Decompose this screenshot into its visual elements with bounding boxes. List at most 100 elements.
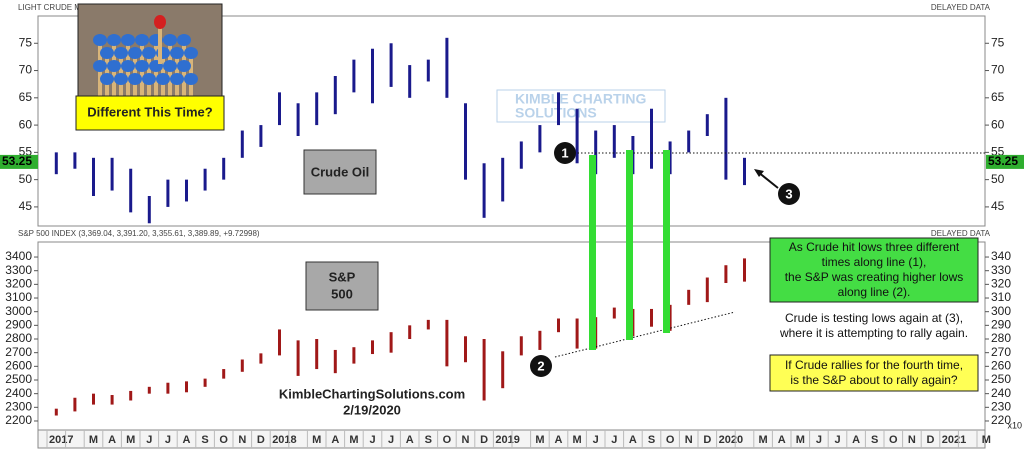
price-bar <box>389 43 393 87</box>
price-bar <box>166 179 170 207</box>
x-tick-label: A <box>406 434 414 446</box>
price-bar <box>426 319 430 330</box>
x-tick-label: D <box>927 434 935 446</box>
match-stick <box>158 24 162 64</box>
y2-tick-label: 220 <box>991 413 1011 427</box>
watermark: KIMBLE CHARTING SOLUTIONS <box>496 89 666 123</box>
price-bar <box>240 130 244 158</box>
price-bar <box>333 76 337 115</box>
price-bar <box>54 408 58 416</box>
x-tick-label: D <box>480 434 488 446</box>
note-white-line: Crude is testing lows again at (3), <box>785 311 963 325</box>
y2-tick-label: 310 <box>991 290 1011 304</box>
arrow-head <box>754 169 764 177</box>
price-bar <box>185 179 188 202</box>
last-value-label: 53.25 <box>2 154 32 168</box>
match-head <box>142 73 156 85</box>
x-tick-label: S <box>648 434 655 446</box>
price-bar <box>203 168 207 191</box>
y2-tick-label: 290 <box>991 318 1011 332</box>
price-bar <box>575 318 579 349</box>
x-tick-label: M <box>982 434 991 446</box>
price-bar <box>482 163 486 218</box>
y2-tick-label: 240 <box>991 386 1011 400</box>
x-tick-label: J <box>388 434 394 446</box>
x-tick-label: A <box>108 434 116 446</box>
price-bar <box>501 351 505 389</box>
price-bar <box>73 397 77 412</box>
price-bar <box>612 125 616 158</box>
y-tick-label: 3200 <box>5 277 32 291</box>
green-link <box>626 150 633 340</box>
x-tick-label: 2021 <box>942 434 966 446</box>
note-green-line: the S&P was creating higher lows <box>785 270 964 284</box>
crude-label: Crude Oil <box>311 164 370 179</box>
x-tick-label: M <box>759 434 768 446</box>
y-tick-label: 3100 <box>5 290 32 304</box>
price-bar <box>408 65 412 98</box>
y-tick-label-right: 50 <box>991 172 1005 186</box>
price-bar <box>724 265 728 283</box>
price-bar <box>650 308 653 327</box>
price-bar <box>538 330 542 350</box>
marker <box>530 355 552 377</box>
watermark-box <box>496 89 666 123</box>
price-bar <box>743 157 746 186</box>
match-head <box>107 60 121 72</box>
note-green-box <box>769 237 979 303</box>
x-tick-label: S <box>425 434 432 446</box>
match-head <box>170 73 184 85</box>
price-bar <box>315 92 319 126</box>
y2-tick-label: 340 <box>991 249 1011 263</box>
price-bar <box>129 168 133 213</box>
last-value-box <box>0 154 38 169</box>
x-tick-label: A <box>331 434 339 446</box>
match-head <box>177 60 191 72</box>
inset: Different This Time? <box>75 3 225 131</box>
match-stick <box>154 66 158 106</box>
y-tick-label: 2300 <box>5 399 32 413</box>
price-bar <box>54 152 58 175</box>
match-stick <box>133 79 137 109</box>
x-tick-label: 2018 <box>272 434 296 446</box>
price-bar <box>408 325 412 340</box>
x-tick-label: 2019 <box>495 434 519 446</box>
price-bar <box>743 258 746 282</box>
y2-tick-label: 300 <box>991 304 1011 318</box>
y-tick-label: 65 <box>19 90 33 104</box>
y-tick-label: 2200 <box>5 413 32 427</box>
match-head <box>156 73 170 85</box>
last-value-box <box>986 154 1024 169</box>
match-head <box>184 47 198 59</box>
x-tick-label: J <box>369 434 375 446</box>
sp-header-right: DELAYED DATA <box>931 229 991 238</box>
match-stick <box>112 66 116 106</box>
price-bar <box>426 59 430 82</box>
header-left: LIGHT CRUDE MA <box>18 3 87 12</box>
price-bar <box>110 395 114 405</box>
match-head <box>114 73 128 85</box>
x-tick-label: 2020 <box>719 434 743 446</box>
match-head <box>142 47 156 59</box>
x-tick-label: J <box>611 434 617 446</box>
match-head <box>135 34 149 46</box>
x-tick-label: M <box>796 434 805 446</box>
price-bar <box>92 157 95 196</box>
y-tick-label: 45 <box>19 199 33 213</box>
match-head <box>100 47 114 59</box>
price-bar <box>650 108 653 169</box>
price-bar <box>371 340 374 355</box>
price-bar <box>705 277 709 303</box>
match-stick <box>168 66 172 106</box>
match-head <box>135 60 149 72</box>
note-yellow-line: is the S&P about to rally again? <box>790 373 958 387</box>
x-tick-label: D <box>257 434 265 446</box>
match-head <box>100 73 114 85</box>
match-stick <box>98 66 102 106</box>
note-green-line: along line (2). <box>838 285 911 299</box>
match-head <box>107 34 121 46</box>
price-bar <box>575 108 579 164</box>
price-bar <box>73 152 77 169</box>
marker-label: 3 <box>785 186 792 201</box>
